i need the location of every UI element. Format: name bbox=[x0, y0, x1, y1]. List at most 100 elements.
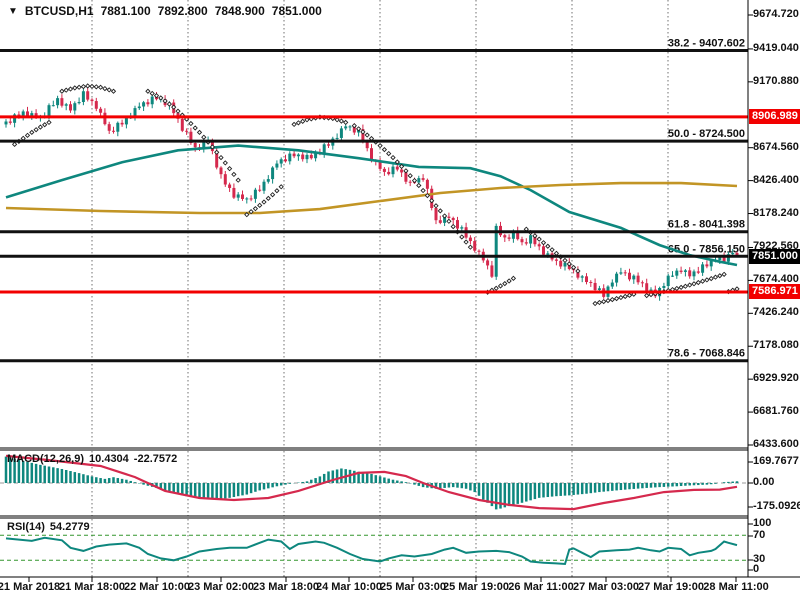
macd-name: MACD(12,26,9) bbox=[7, 453, 85, 465]
candle-body bbox=[236, 194, 240, 198]
macd-tick-label: -175.0926 bbox=[753, 500, 800, 512]
candle-body bbox=[400, 169, 404, 173]
candle-body bbox=[559, 260, 563, 267]
candle-body bbox=[623, 272, 627, 274]
rsi-pane bbox=[0, 534, 748, 566]
candle-body bbox=[589, 282, 593, 284]
time-label: 25 Mar 19:00 bbox=[442, 581, 510, 593]
candle-body bbox=[434, 207, 438, 221]
candle-body bbox=[60, 98, 64, 106]
sar-dot bbox=[222, 160, 228, 166]
close-value: 7851.000 bbox=[271, 4, 322, 18]
sar-dot bbox=[695, 279, 701, 286]
sar-dot bbox=[411, 177, 418, 184]
candle-body bbox=[408, 181, 412, 183]
candle-body bbox=[597, 288, 601, 290]
price-tick-label: 8674.560 bbox=[753, 140, 799, 153]
macd-tick-label: 169.7677 bbox=[753, 455, 799, 467]
candle-body bbox=[309, 154, 313, 159]
sar-dot bbox=[46, 119, 52, 126]
sar-dot bbox=[252, 206, 259, 212]
candle-body bbox=[490, 265, 494, 277]
candle-body bbox=[507, 237, 511, 239]
time-label: 22 Mar 10:00 bbox=[123, 581, 191, 593]
price-tick-label: 6929.920 bbox=[753, 372, 799, 385]
sar-dot bbox=[338, 118, 345, 124]
time-label: 28 Mar 11:00 bbox=[703, 581, 769, 593]
time-label: 26 Mar 11:00 bbox=[508, 581, 574, 593]
sar-dot bbox=[734, 286, 740, 292]
sar-dot bbox=[566, 261, 572, 267]
candle-body bbox=[503, 235, 507, 238]
price-pane bbox=[0, 48, 748, 363]
sar-dot bbox=[416, 182, 422, 189]
candle-body bbox=[477, 250, 481, 252]
rsi-name: RSI(14) bbox=[7, 521, 45, 533]
candle-body bbox=[150, 96, 154, 105]
candle-body bbox=[640, 282, 644, 284]
candle-body bbox=[262, 181, 266, 191]
sar-dot bbox=[89, 83, 95, 90]
sar-dot bbox=[76, 84, 82, 90]
time-label: 27 Mar 19:00 bbox=[637, 581, 705, 593]
price-badge: 8906.989 bbox=[749, 109, 800, 125]
time-label: 24 Mar 10:00 bbox=[315, 581, 383, 593]
sar-dot bbox=[497, 283, 504, 289]
sar-dot bbox=[678, 284, 684, 291]
candle-body bbox=[460, 227, 464, 229]
sar-dot bbox=[42, 122, 48, 128]
sar-dot bbox=[360, 129, 366, 135]
candle-body bbox=[632, 275, 636, 280]
sar-dot bbox=[570, 264, 577, 271]
candle-body bbox=[726, 254, 730, 262]
sar-dot bbox=[463, 239, 469, 245]
sar-dot bbox=[532, 233, 538, 239]
sar-dot bbox=[429, 198, 435, 204]
sar-dot bbox=[149, 90, 155, 97]
candle-body bbox=[223, 174, 227, 185]
candle-body bbox=[645, 283, 649, 291]
candle-body bbox=[456, 220, 459, 229]
time-label: 21 Mar 2018 bbox=[0, 581, 61, 593]
sar-dot bbox=[261, 199, 267, 205]
candle-body bbox=[189, 131, 193, 143]
sar-dot bbox=[618, 294, 624, 301]
rsi-tick-label: 0 bbox=[753, 563, 760, 575]
time-label: 21 Mar 18:00 bbox=[58, 581, 126, 593]
candle-body bbox=[327, 144, 330, 146]
candle-body bbox=[202, 140, 206, 149]
candle-body bbox=[26, 111, 29, 117]
sar-dot bbox=[540, 240, 547, 246]
price-tick-label: 7426.240 bbox=[753, 306, 799, 319]
rsi-label: RSI(14) 54.2779 bbox=[7, 521, 90, 533]
candle-body bbox=[576, 270, 580, 278]
candle-body bbox=[468, 237, 472, 242]
sar-dot bbox=[644, 292, 650, 299]
candle-body bbox=[266, 179, 270, 182]
candle-body bbox=[107, 124, 111, 131]
sar-dot bbox=[622, 293, 628, 300]
sar-dot bbox=[441, 213, 448, 219]
candle-body bbox=[279, 159, 283, 164]
candle-body bbox=[133, 108, 137, 118]
sar-dot bbox=[394, 159, 400, 165]
price-tick-label: 9170.880 bbox=[753, 74, 799, 87]
rsi-line bbox=[5, 536, 738, 566]
sar-dot bbox=[553, 250, 560, 256]
candle-body bbox=[4, 121, 8, 125]
sar-dot bbox=[536, 236, 542, 242]
symbol-dropdown-icon[interactable]: ▼ bbox=[8, 5, 18, 17]
sar-dot bbox=[29, 129, 35, 136]
rsi-value: 54.2779 bbox=[49, 521, 90, 533]
candle-body bbox=[529, 235, 533, 244]
sar-dot bbox=[80, 83, 87, 90]
sar-dot bbox=[257, 202, 263, 208]
sar-dot bbox=[549, 247, 555, 253]
sar-dot bbox=[226, 166, 233, 172]
sar-dot bbox=[166, 101, 173, 107]
candle-body bbox=[305, 154, 309, 160]
candle-body bbox=[215, 151, 219, 168]
sar-dot bbox=[407, 173, 413, 179]
sar-dot bbox=[717, 273, 723, 279]
